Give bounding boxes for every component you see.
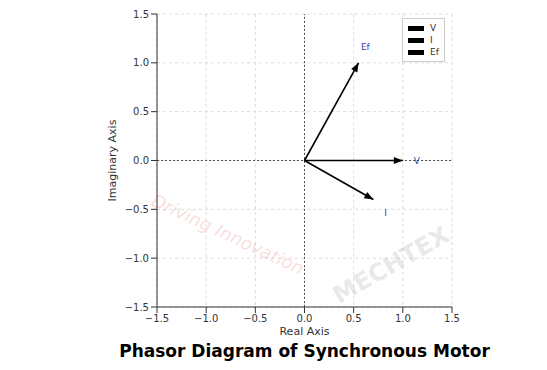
svg-text:−1.5: −1.5 [125, 302, 149, 313]
svg-text:I: I [384, 208, 387, 218]
html-text:V: V [430, 23, 437, 33]
svg-text:1.0: 1.0 [133, 57, 149, 68]
svg-text:0.0: 0.0 [133, 155, 149, 166]
svg-text:0.5: 0.5 [346, 313, 362, 324]
svg-text:1.0: 1.0 [395, 313, 411, 324]
html-text:Phasor Diagram of Synchronous: Phasor Diagram of Synchronous Motor [119, 341, 490, 361]
svg-text:−1.0: −1.0 [125, 253, 149, 264]
svg-text:Imaginary Axis: Imaginary Axis [106, 119, 119, 201]
svg-text:1.5: 1.5 [444, 313, 460, 324]
svg-text:V: V [414, 156, 421, 166]
html-text:I: I [430, 35, 433, 45]
html-text:Ef: Ef [430, 47, 439, 57]
svg-text:−0.5: −0.5 [243, 313, 267, 324]
svg-text:0.0: 0.0 [297, 313, 313, 324]
svg-text:0.5: 0.5 [133, 106, 149, 117]
svg-text:MECHTEX: MECHTEX [328, 220, 454, 309]
svg-text:−0.5: −0.5 [125, 204, 149, 215]
svg-text:Real Axis: Real Axis [279, 325, 329, 338]
svg-text:Ef: Ef [361, 42, 371, 52]
svg-text:−1.5: −1.5 [145, 313, 169, 324]
svg-text:1.5: 1.5 [133, 9, 149, 20]
svg-text:Driving Innovation: Driving Innovation [148, 190, 307, 279]
svg-text:−1.0: −1.0 [194, 313, 218, 324]
